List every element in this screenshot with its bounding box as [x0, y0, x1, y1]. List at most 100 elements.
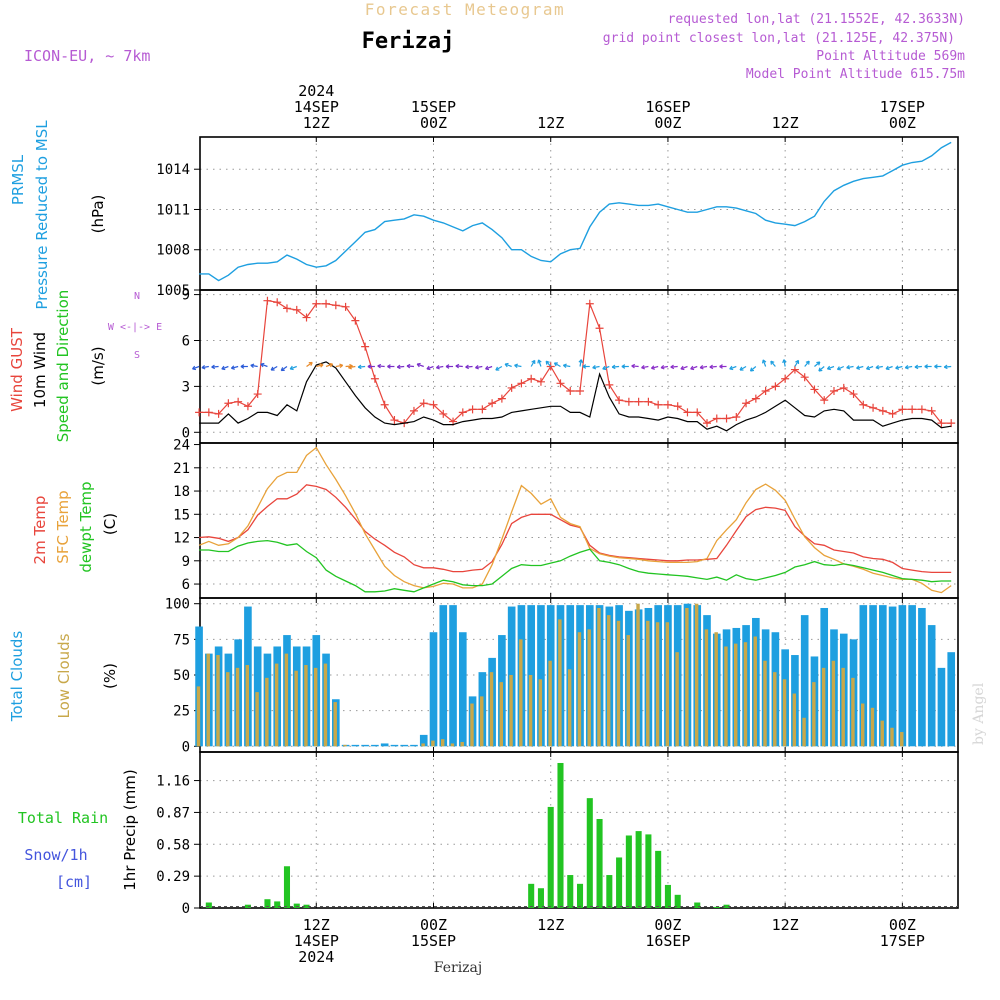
panel-frame — [199, 289, 959, 444]
wind-direction-arrowhead — [805, 360, 810, 365]
wind-direction-arrowhead — [885, 365, 890, 371]
gust-point — [947, 419, 956, 428]
wind-direction-arrowhead — [924, 364, 928, 369]
rain-bar — [616, 857, 623, 908]
low-cloud-bar — [734, 643, 738, 747]
wind-direction-arrow — [325, 363, 333, 368]
rain-bar — [283, 866, 291, 908]
wind-direction-arrowhead — [592, 364, 597, 370]
low-cloud-bar — [196, 686, 201, 747]
wind-direction-arrow — [537, 359, 542, 367]
y-tick-label: 1008 — [156, 243, 190, 259]
wind-direction-arrowhead — [348, 364, 352, 370]
wind-direction-arrow — [579, 359, 582, 367]
wind-direction-arrow — [729, 365, 737, 370]
gust-point — [751, 394, 760, 403]
wind-direction-arrowhead — [485, 365, 490, 371]
gust-point — [644, 397, 653, 406]
total-cloud-bar — [937, 667, 946, 747]
low-cloud-bar — [450, 743, 455, 747]
wind-direction-arrowhead — [270, 366, 275, 371]
wind-direction-arrow — [709, 365, 717, 368]
gust-point — [605, 380, 614, 389]
low-cloud-bar — [773, 672, 777, 747]
model-label: ICON-EU, ~ 7km — [24, 47, 150, 65]
bottom-time-label: 00Z — [654, 916, 681, 934]
wind-direction-arrowhead — [680, 365, 685, 371]
total-cloud-bar — [879, 605, 887, 747]
low-cloud-bar — [802, 717, 806, 747]
wind-direction-arrowhead — [670, 364, 675, 370]
y-tick-label: 18 — [173, 484, 190, 500]
low-cloud-bar — [597, 607, 601, 747]
compass-south: S — [134, 350, 140, 361]
point-altitude: Point Altitude 569m — [816, 49, 965, 64]
wind-direction-arrow — [485, 365, 493, 370]
low-cloud-bar — [460, 742, 464, 747]
wind-label: 10m Wind — [31, 332, 49, 408]
low-cloud-bar — [333, 702, 337, 747]
y-tick-label: 0.58 — [156, 837, 190, 853]
wind-direction-arrow — [905, 365, 913, 369]
low-cloud-bar — [235, 667, 240, 747]
gust-point — [820, 396, 829, 405]
wind-direction-arrowhead — [943, 364, 948, 370]
gust-point — [253, 390, 262, 399]
gust-line — [199, 300, 952, 424]
gust-point — [937, 419, 946, 428]
wind-direction-arrow — [504, 363, 512, 368]
wind-direction-arrowhead — [816, 361, 821, 366]
gust-point — [556, 379, 565, 388]
rain-bar — [655, 850, 662, 908]
wind-direction-arrowhead — [201, 364, 206, 370]
low-cloud-bar — [851, 677, 855, 747]
top-time-label: 17SEP — [880, 98, 925, 116]
wind-direction-arrowhead — [426, 365, 431, 371]
direction-label: Speed and Direction — [54, 290, 72, 443]
snow-unit-label: [cm] — [56, 873, 92, 891]
gust-point — [800, 373, 809, 382]
gust-point — [742, 399, 751, 408]
low-cloud-bar — [577, 632, 582, 747]
requested-coords: requested lon,lat (21.1552E, 42.3633N) — [668, 12, 965, 27]
top-time-label: 00Z — [654, 114, 681, 132]
temp2m-label: 2m Temp — [31, 496, 49, 565]
gust-point — [527, 374, 536, 383]
gust-point — [654, 400, 663, 409]
wind-direction-arrowhead — [455, 363, 460, 369]
gust-point — [282, 304, 291, 313]
wind-direction-arrowhead — [934, 364, 938, 369]
y-tick-label: 9 — [182, 554, 190, 570]
wind-direction-arrowhead — [719, 364, 723, 369]
gust-point — [566, 386, 575, 395]
gust-point — [869, 403, 878, 412]
rain-bar — [537, 888, 544, 908]
gust-point — [409, 406, 418, 415]
rain-bar — [303, 904, 310, 908]
wind-direction-arrow — [406, 365, 415, 368]
pressure-unit-label: (hPa) — [89, 195, 107, 234]
rain-bar — [547, 806, 554, 908]
y-tick-label: 0.29 — [156, 869, 190, 885]
footer-location: Ferizaj — [434, 960, 482, 976]
low-cloud-bar — [890, 727, 894, 747]
wind-direction-arrowhead — [531, 359, 536, 364]
gust-point — [595, 324, 604, 333]
low-cloud-bar — [294, 670, 298, 747]
wind-direction-arrowhead — [836, 366, 841, 371]
panel-precipitation: 0 0.29 0.58 0.87 1.16 — [156, 751, 959, 917]
gust-point — [370, 374, 379, 383]
bottom-time-label: 00Z — [889, 916, 916, 934]
wind-direction-arrow — [612, 365, 620, 368]
total-cloud-bar — [371, 744, 379, 747]
gust-point — [917, 405, 926, 414]
gust-point — [673, 402, 682, 411]
low-cloud-bar — [558, 619, 562, 747]
wind-direction-arrow — [192, 365, 200, 370]
total-cloud-bar — [419, 734, 428, 747]
gust-point — [263, 296, 272, 305]
gust-point — [507, 383, 516, 392]
top-time-label: 12Z — [303, 114, 330, 132]
gust-point — [380, 400, 389, 409]
wind-direction-arrowhead — [761, 359, 767, 364]
